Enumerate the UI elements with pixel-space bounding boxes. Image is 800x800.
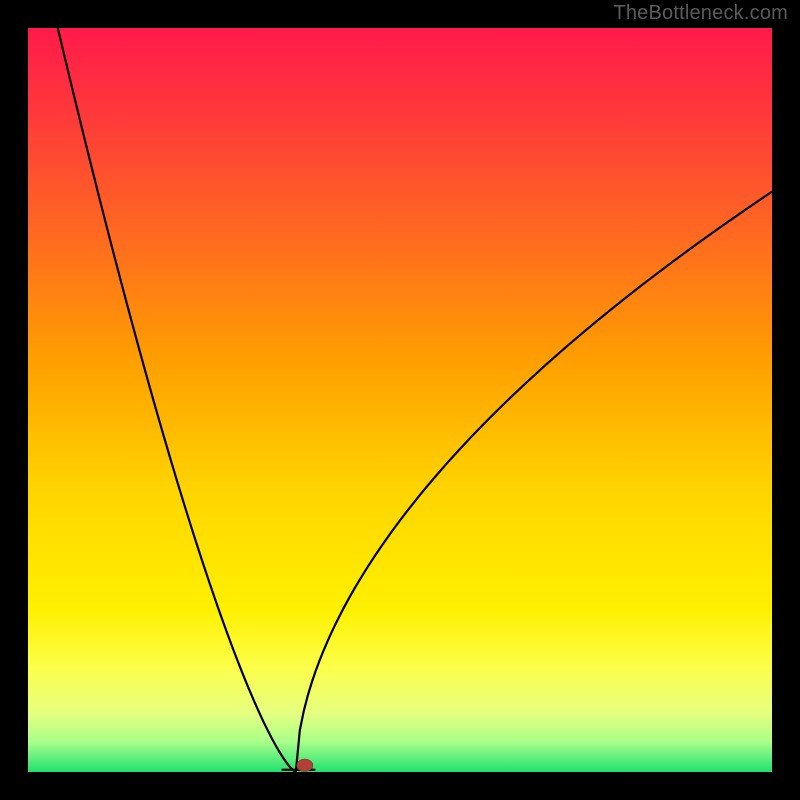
bottleneck-chart-svg: [28, 28, 772, 772]
watermark-text: TheBottleneck.com: [613, 2, 788, 25]
optimal-point-marker: [297, 759, 313, 772]
gradient-background: [28, 28, 772, 772]
plot-area: [28, 28, 772, 772]
chart-frame: TheBottleneck.com: [0, 0, 800, 800]
